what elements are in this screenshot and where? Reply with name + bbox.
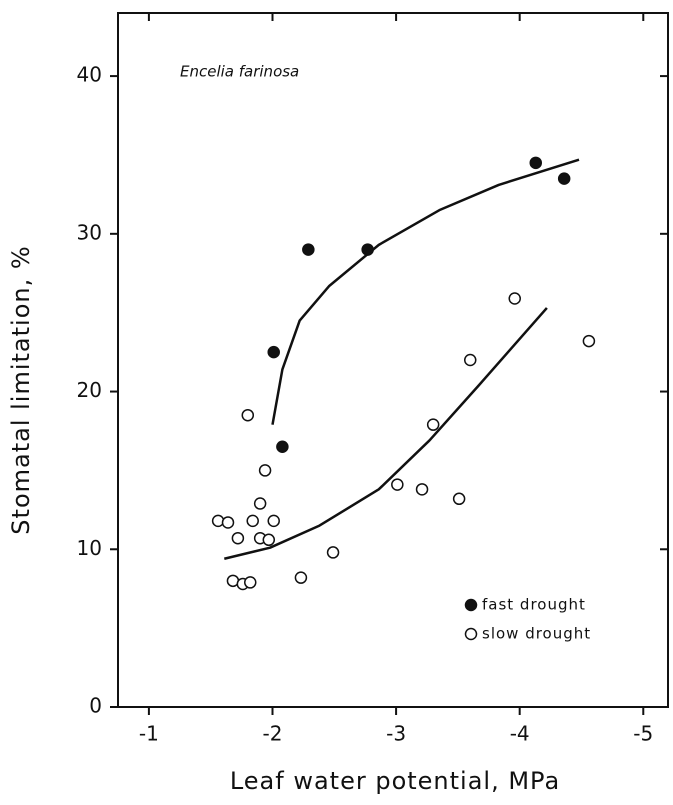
- point: [529, 156, 543, 170]
- point: [508, 292, 521, 305]
- x-tick-label: -1: [139, 722, 159, 746]
- legend-label: slow drought: [482, 625, 591, 643]
- point: [391, 478, 404, 491]
- point: [243, 576, 257, 589]
- fit-curve: [223, 307, 548, 560]
- point: [302, 243, 315, 256]
- y-tick-label: 20: [77, 378, 102, 402]
- point: [258, 464, 272, 477]
- legend-marker: [464, 598, 478, 612]
- x-tick-label: -3: [386, 722, 406, 746]
- point: [267, 514, 280, 528]
- fit-curve: [271, 158, 580, 425]
- point: [463, 353, 477, 367]
- point: [241, 408, 255, 422]
- point: [221, 516, 235, 529]
- point: [361, 243, 374, 256]
- point: [231, 531, 245, 545]
- point: [426, 418, 440, 431]
- y-tick-label: 40: [77, 63, 102, 87]
- point: [452, 492, 466, 506]
- legend-label: fast drought: [482, 596, 586, 614]
- x-axis-label: Leaf water potential, MPa: [230, 767, 560, 795]
- point: [262, 533, 276, 547]
- point: [246, 514, 259, 528]
- point: [253, 497, 267, 510]
- y-axis-label: Stomatal limitation, %: [7, 245, 35, 534]
- point: [267, 345, 280, 359]
- point: [326, 546, 340, 559]
- x-tick-label: -2: [263, 722, 283, 746]
- x-tick-label: -4: [510, 722, 530, 746]
- point: [557, 172, 571, 185]
- y-tick-label: 0: [89, 694, 102, 718]
- legend-marker: [464, 627, 478, 641]
- plot-frame: [117, 12, 669, 708]
- y-tick-label: 10: [77, 536, 102, 560]
- y-tick-label: 30: [77, 220, 102, 244]
- x-tick-label: -5: [633, 722, 653, 746]
- point: [582, 334, 596, 348]
- point: [276, 440, 289, 453]
- point: [294, 571, 308, 584]
- annotation: Encelia farinosa: [180, 63, 299, 81]
- point: [415, 483, 429, 496]
